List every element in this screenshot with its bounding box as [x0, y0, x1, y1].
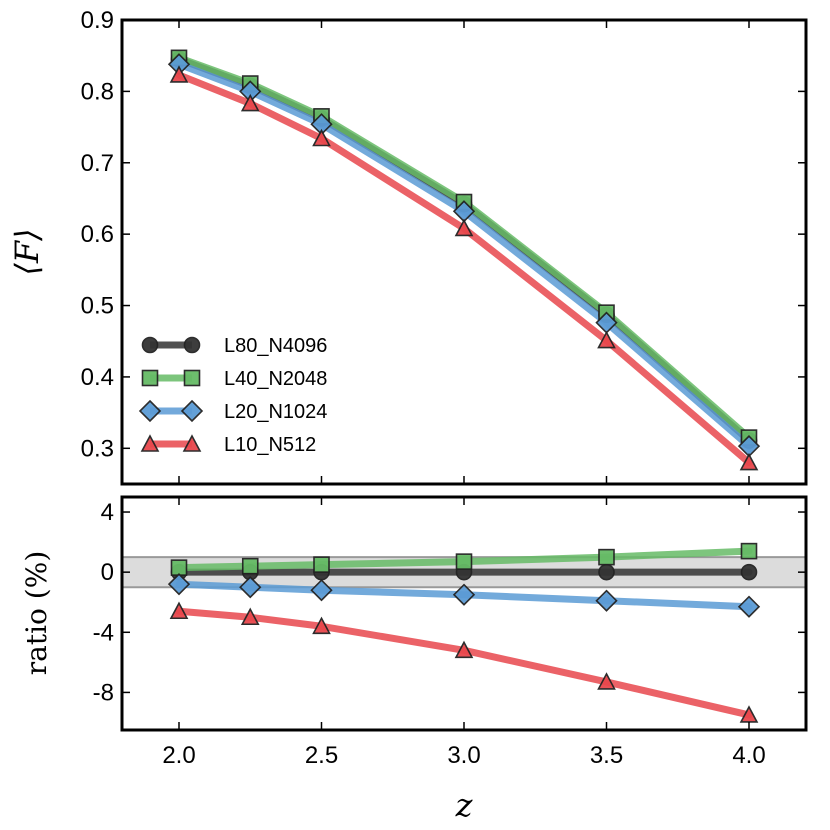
point-L10_N512	[739, 452, 759, 471]
legend-label-L10_N512: L10_N512	[224, 434, 316, 456]
x-tick-label: 2.5	[305, 742, 338, 769]
bottom-y-axis-label: ratio (%)	[20, 551, 53, 676]
legend-marker-L40_N2048	[141, 369, 159, 387]
point-L20_N1024	[310, 579, 333, 602]
legend-marker-L10_N512	[140, 434, 160, 452]
y-tick-label: 0.9	[81, 7, 114, 34]
legend-label-L20_N1024: L20_N1024	[224, 401, 327, 423]
y-tick-label: 0.8	[81, 78, 114, 105]
point-L10_N512	[597, 672, 616, 690]
y-tick-label: -4	[93, 619, 114, 646]
series-line-L10_N512	[175, 607, 753, 719]
y-tick-label: 0.4	[81, 364, 114, 391]
point-L10_N512	[169, 601, 189, 620]
point-L20_N1024	[737, 595, 761, 618]
top-y-axis-label: ⟨F⟩	[8, 228, 46, 275]
legend-label-L80_N4096: L80_N4096	[224, 335, 327, 357]
point-L40_N2048	[313, 556, 330, 573]
series-line-L20_N1024	[175, 60, 753, 450]
point-L10_N512	[597, 330, 616, 349]
point-L20_N1024	[239, 576, 262, 599]
point-L10_N512	[312, 616, 331, 635]
legend-marker-L80_N4096	[141, 336, 159, 354]
series-line-L40_N2048	[175, 547, 753, 572]
legend-marker-L20_N1024	[138, 399, 162, 423]
x-tick-label: 3.5	[590, 742, 623, 769]
series-line-L20_N1024	[175, 580, 753, 611]
point-L40_N2048	[740, 542, 758, 560]
y-tick-label: 0.6	[81, 221, 114, 248]
point-L10_N512	[240, 93, 260, 112]
legend: L80_N4096 L40_N2048 L20_N1024 L10_N512	[138, 335, 327, 456]
bottom-panel: 4 0 -4 -8 2.0 2.5 3.0 3.5 4.0	[93, 495, 808, 769]
point-L10_N512	[240, 607, 260, 626]
point-L40_N2048	[455, 553, 473, 570]
point-L10_N512	[454, 640, 474, 659]
point-L10_N512	[739, 705, 759, 723]
y-tick-label: 0.3	[81, 435, 114, 462]
y-tick-label: 0	[101, 559, 114, 586]
x-tick-label: 2.0	[162, 742, 195, 769]
legend-marker-L40_N2048	[183, 369, 201, 387]
y-tick-label: -8	[93, 679, 114, 706]
point-L80_N4096	[598, 563, 615, 581]
y-tick-label: 4	[101, 499, 114, 526]
point-L80_N4096	[740, 563, 758, 581]
y-tick-label: 0.5	[81, 293, 114, 320]
legend-marker-L80_N4096	[183, 336, 201, 354]
point-L20_N1024	[167, 573, 191, 596]
top-panel: 0.3 0.4 0.5 0.6 0.7 0.8 0.9	[81, 7, 808, 486]
series-line-L40_N2048	[175, 54, 753, 442]
legend-marker-L10_N512	[182, 434, 202, 452]
point-L20_N1024	[452, 583, 476, 606]
point-L40_N2048	[170, 559, 188, 576]
point-L10_N512	[312, 128, 331, 147]
axis-labels: ⟨F⟩ ratio (%) z	[8, 228, 474, 824]
legend-label-L40_N2048: L40_N2048	[224, 368, 327, 390]
point-L40_N2048	[598, 548, 615, 566]
y-tick-label: 0.7	[81, 150, 114, 177]
series-line-L10_N512	[175, 71, 753, 467]
legend-marker-L20_N1024	[180, 399, 204, 423]
point-L10_N512	[454, 218, 474, 237]
point-L20_N1024	[595, 589, 618, 612]
x-tick-label: 3.0	[447, 742, 480, 769]
point-L40_N2048	[241, 557, 259, 575]
x-axis-label: z	[455, 786, 474, 824]
point-L10_N512	[169, 65, 189, 83]
x-tick-label: 4.0	[732, 742, 765, 769]
